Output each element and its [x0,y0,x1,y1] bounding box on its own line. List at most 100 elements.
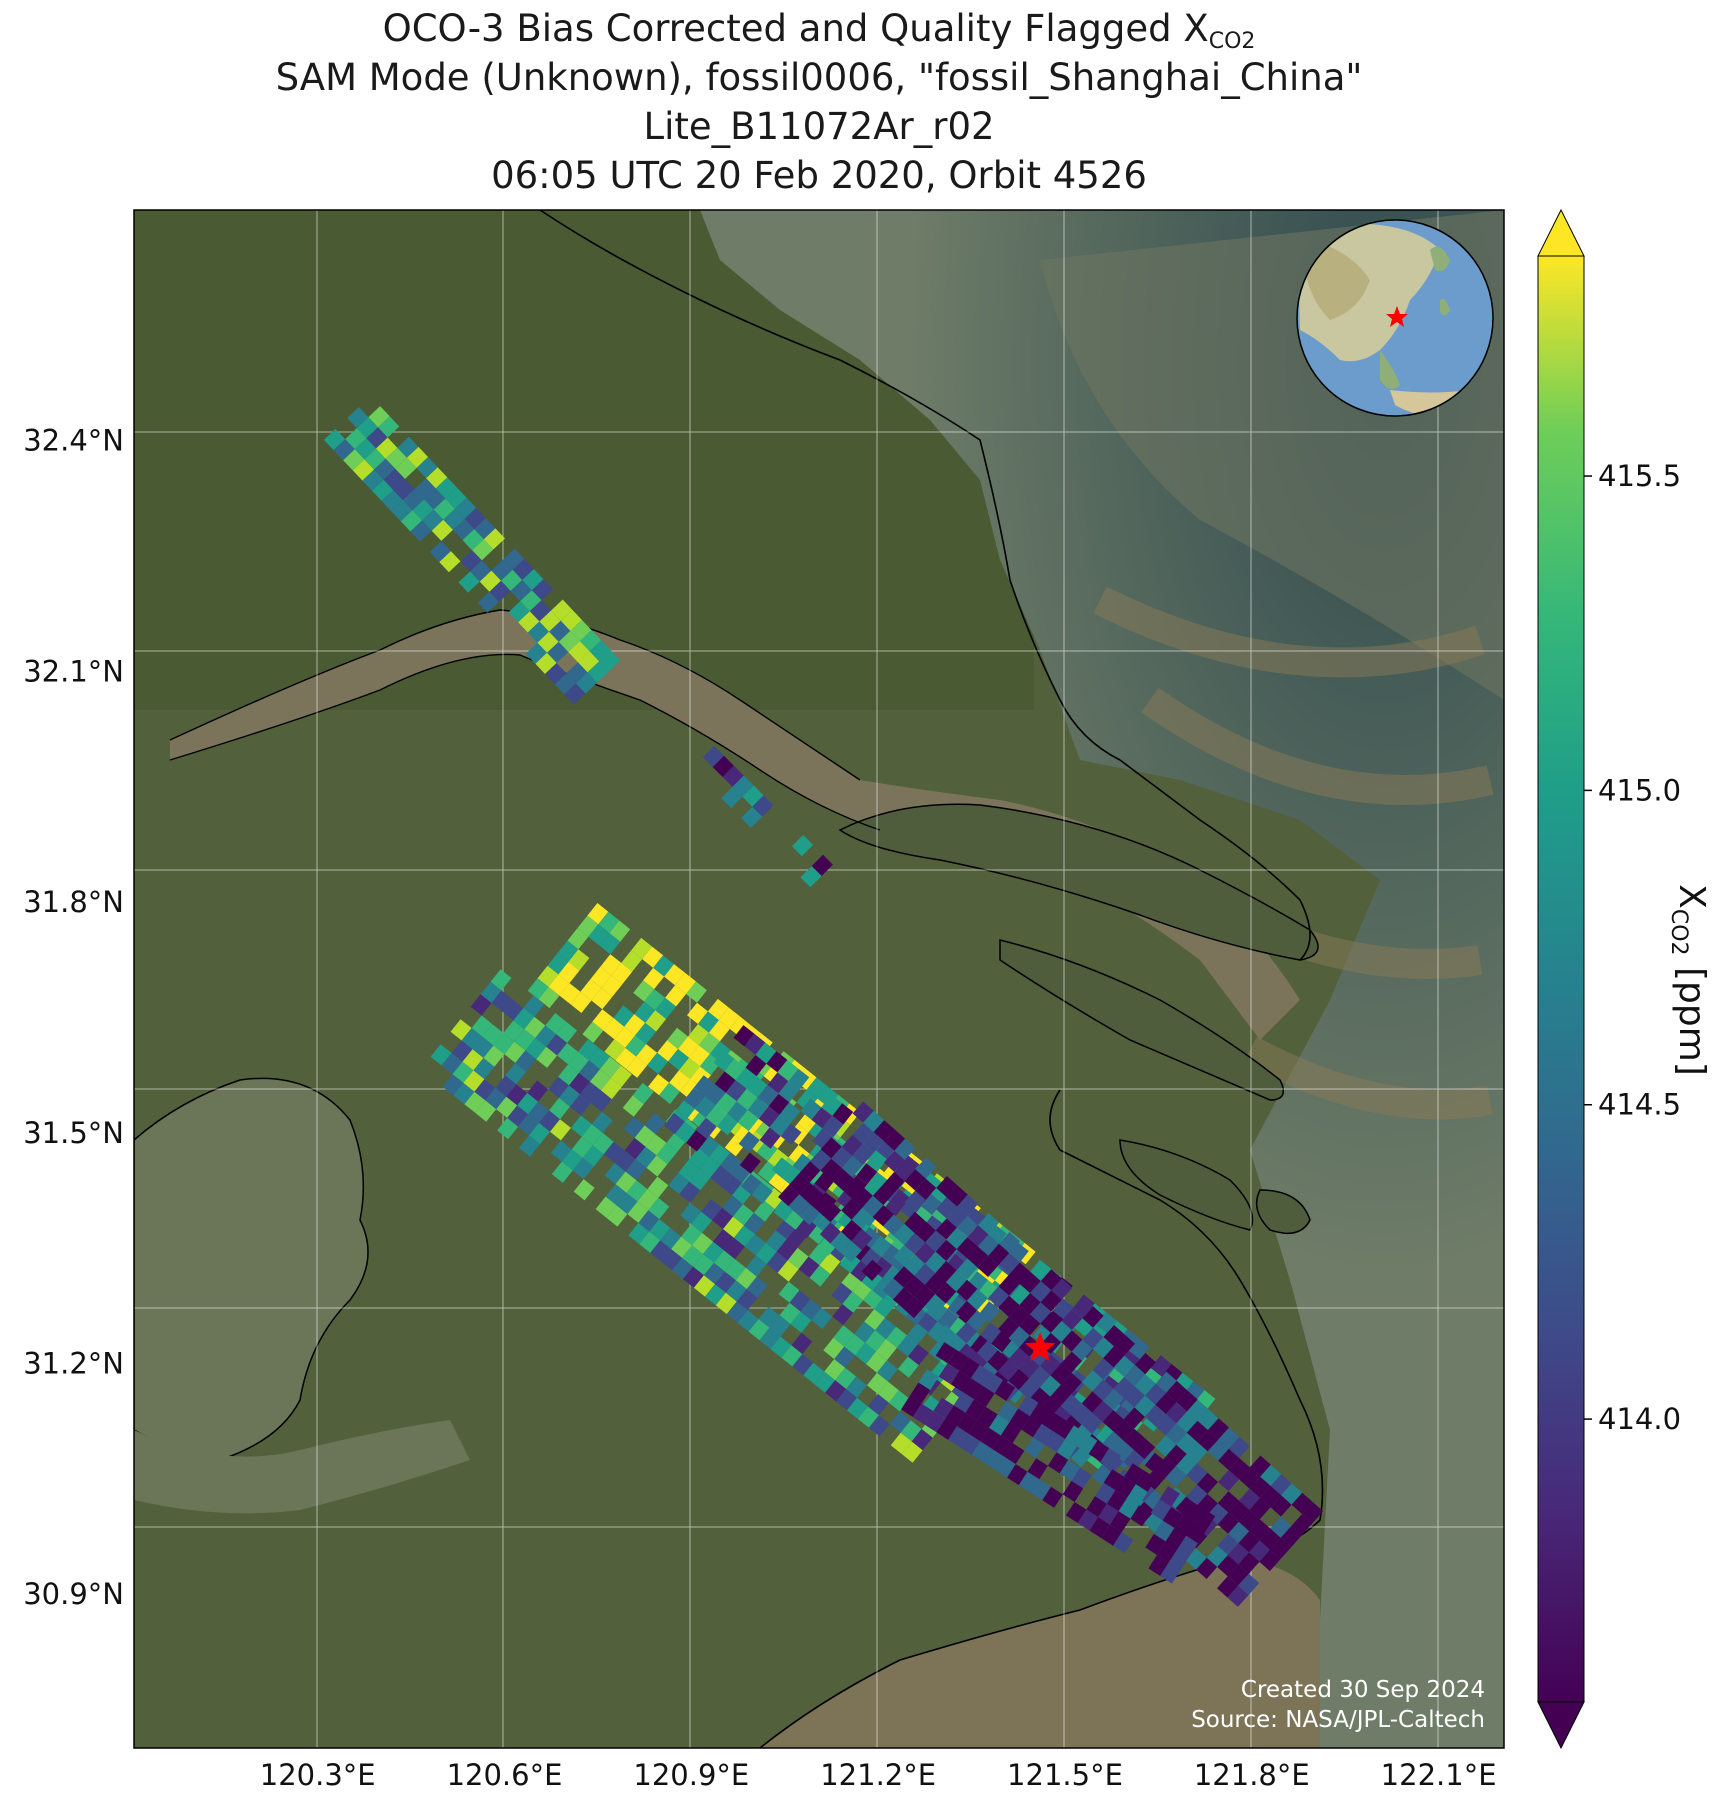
sounding-footprint [997,1401,1019,1423]
sounding-footprint [604,1162,626,1185]
sounding-footprint [722,1195,743,1217]
title-line-1: OCO-3 Bias Corrected and Quality Flagged… [382,7,1256,54]
sounding-footprint [809,1265,831,1287]
sounding-footprint [1217,1512,1239,1534]
sounding-footprint [570,619,592,642]
sounding-footprint [782,1166,804,1188]
sounding-footprint [886,1326,907,1348]
sounding-footprint [675,972,696,994]
sounding-footprint [1154,1456,1176,1478]
sounding-footprint [791,835,814,857]
sounding-footprint [759,1327,781,1350]
sounding-footprint [648,1074,670,1096]
sounding-footprint [639,1231,661,1253]
sounding-footprint [669,1070,690,1092]
sounding-footprint [1302,1502,1324,1524]
sounding-footprint [483,528,505,550]
sounding-footprint [1086,1496,1107,1518]
sounding-footprint [605,1184,627,1206]
sounding-footprint [812,1128,834,1150]
sounding-footprint [872,1205,894,1227]
sounding-footprint [1134,1395,1156,1417]
sounding-footprint [788,1144,810,1167]
sounding-footprint [1127,1484,1148,1506]
sounding-footprint [347,407,369,429]
sounding-footprint [673,1100,695,1122]
sounding-footprint [1033,1423,1054,1445]
sounding-footprint [737,1310,759,1332]
sounding-footprint [474,1079,496,1101]
sounding-footprint [615,1171,637,1193]
sounding-footprint [472,539,494,561]
sounding-footprint [950,1370,971,1392]
sounding-footprint [1003,1443,1025,1465]
sounding-footprint [977,1234,999,1256]
sounding-footprint [799,1161,821,1183]
sounding-footprint [549,1097,570,1120]
sounding-footprint [1009,1262,1031,1284]
sounding-footprint [921,1194,943,1216]
sounding-footprint [1238,1573,1260,1595]
sounding-footprint [701,1199,723,1221]
sounding-footprint [590,966,612,988]
sounding-footprint [977,1255,999,1277]
sounding-footprint [592,1009,614,1031]
sounding-footprint [443,508,465,530]
sounding-footprint [1109,1511,1131,1533]
sounding-footprint [506,1084,528,1106]
sounding-footprint [956,1412,978,1434]
sounding-footprint [579,1060,600,1082]
sounding-footprint [726,1301,748,1323]
lat-tick-label: 30.9°N [23,1577,124,1611]
sounding-footprint [998,1295,1020,1317]
sounding-footprint [872,1183,894,1206]
sounding-footprint [867,1171,889,1194]
sounding-footprint [1010,1284,1031,1307]
sounding-footprint [560,609,582,631]
sounding-footprint [538,986,560,1009]
sounding-footprint [966,1310,988,1332]
sounding-footprint [819,1222,841,1244]
sounding-footprint [757,1161,779,1183]
sounding-footprint [924,1294,946,1316]
sounding-footprint [1062,1480,1084,1502]
sounding-footprint [551,599,573,621]
sounding-footprint [558,630,580,652]
sounding-footprint [744,1033,766,1055]
sounding-footprint [746,1076,768,1098]
sounding-footprint [577,915,599,937]
sounding-footprint [888,1390,910,1412]
sounding-footprint [1123,1428,1145,1450]
sounding-footprint [746,1276,768,1298]
sounding-footprint [1291,1514,1313,1536]
sounding-footprint [539,610,561,632]
sounding-footprint [718,1007,740,1029]
sounding-footprint [343,449,365,471]
sounding-footprint [323,428,346,451]
sounding-footprint [748,1319,770,1341]
sounding-footprint [1123,1407,1145,1429]
sounding-footprint [704,1084,726,1106]
sounding-footprint [792,1153,814,1175]
sounding-footprint [822,1115,844,1138]
sounding-footprint [1081,1412,1103,1434]
sounding-footprint [571,1136,593,1158]
sounding-footprint [501,569,523,591]
sounding-footprint [519,1135,540,1157]
sounding-footprint [1106,1490,1128,1512]
sounding-footprint [811,1307,833,1330]
sounding-footprint [561,1149,583,1171]
sounding-footprint [412,499,434,521]
sounding-footprint [1044,1431,1066,1453]
sounding-footprint [1270,1537,1292,1560]
sounding-footprint [883,1214,905,1236]
sounding-footprint [570,1115,592,1137]
title-line-3: Lite_B11072Ar_r02 [643,105,995,148]
sounding-footprint [628,1222,650,1245]
sounding-footprint [1238,1488,1260,1510]
sounding-footprint [977,1406,998,1428]
map-background [134,210,1504,1748]
sounding-footprint [470,994,492,1016]
sounding-footprint [736,1289,758,1311]
